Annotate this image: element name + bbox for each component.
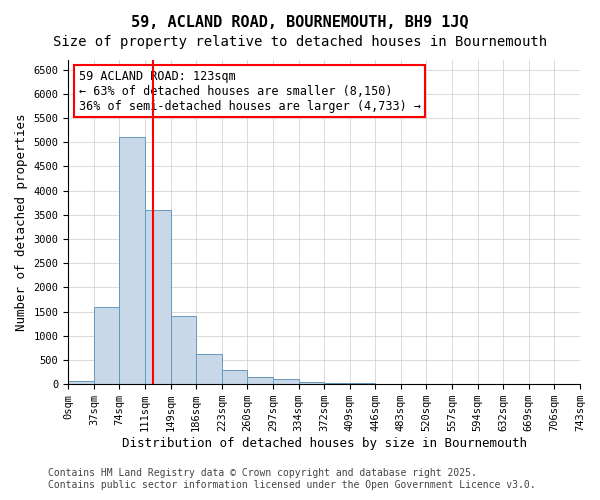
- Text: Size of property relative to detached houses in Bournemouth: Size of property relative to detached ho…: [53, 35, 547, 49]
- Text: 59, ACLAND ROAD, BOURNEMOUTH, BH9 1JQ: 59, ACLAND ROAD, BOURNEMOUTH, BH9 1JQ: [131, 15, 469, 30]
- Y-axis label: Number of detached properties: Number of detached properties: [15, 114, 28, 331]
- Bar: [170, 316, 196, 384]
- Bar: [273, 380, 299, 384]
- Bar: [299, 382, 324, 384]
- Bar: [324, 383, 350, 384]
- Text: Contains HM Land Registry data © Crown copyright and database right 2025.
Contai: Contains HM Land Registry data © Crown c…: [48, 468, 536, 490]
- Bar: [119, 138, 145, 384]
- Bar: [68, 380, 94, 384]
- Bar: [145, 210, 170, 384]
- Bar: [222, 370, 247, 384]
- X-axis label: Distribution of detached houses by size in Bournemouth: Distribution of detached houses by size …: [122, 437, 527, 450]
- Bar: [247, 377, 273, 384]
- Bar: [196, 354, 222, 384]
- Text: 59 ACLAND ROAD: 123sqm
← 63% of detached houses are smaller (8,150)
36% of semi-: 59 ACLAND ROAD: 123sqm ← 63% of detached…: [79, 70, 421, 112]
- Bar: [94, 307, 119, 384]
